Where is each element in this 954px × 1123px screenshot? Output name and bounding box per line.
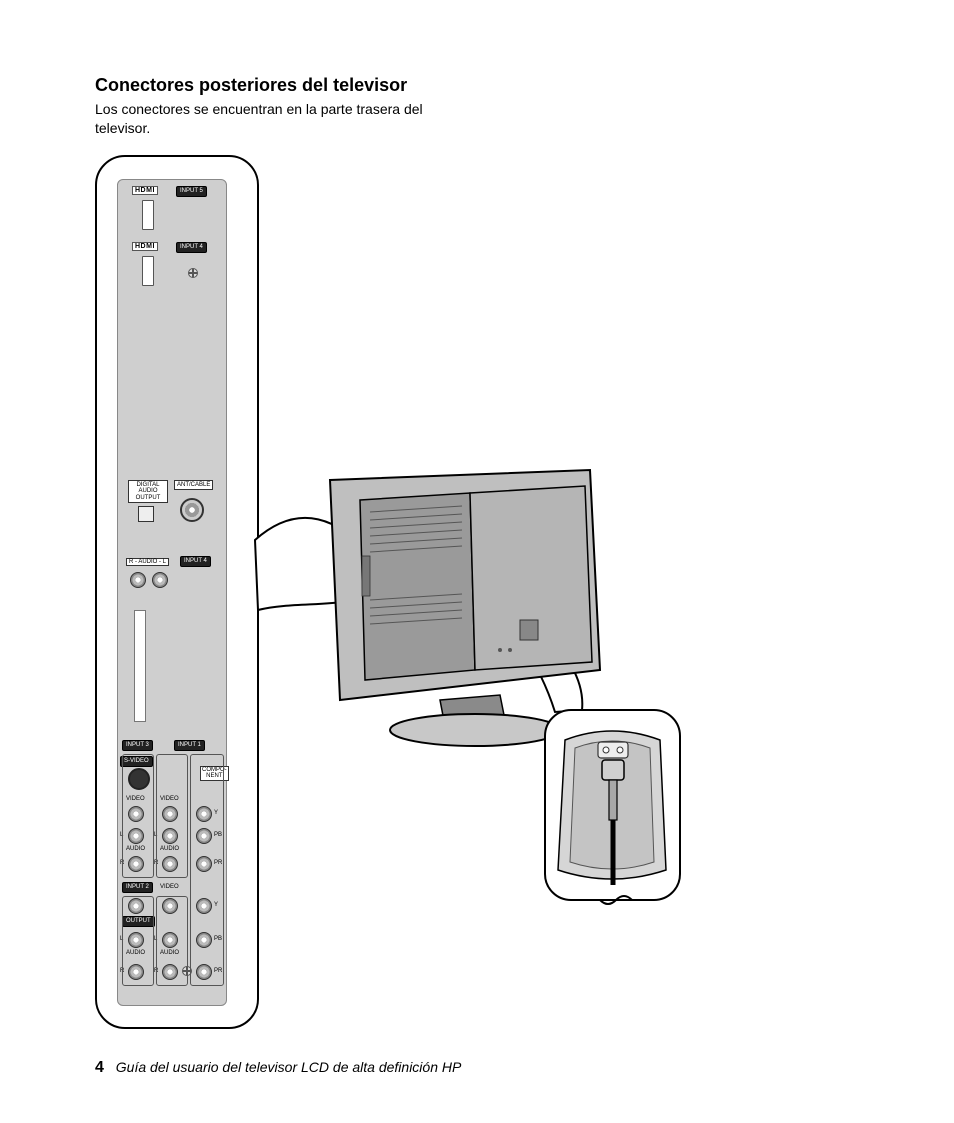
label-input-5: INPUT 5 [176, 186, 207, 197]
section-heading: Conectores posteriores del televisor [95, 75, 407, 96]
page-number: 4 [95, 1059, 104, 1076]
label-input-1: INPUT 1 [174, 740, 205, 751]
rear-connectors-panel: HDMI INPUT 5 HDMI INPUT 4 DIGITAL AUDIO … [117, 179, 227, 1006]
tv-rear-illustration [330, 470, 600, 746]
rear-connectors-callout: HDMI INPUT 5 HDMI INPUT 4 DIGITAL AUDIO … [95, 155, 259, 1029]
rca-input4-audio-l [152, 572, 168, 588]
group-output [156, 896, 188, 986]
group-input-3 [122, 754, 154, 878]
group-input-1 [156, 754, 188, 878]
manual-page: Conectores posteriores del televisor Los… [0, 0, 954, 1123]
label-input-2: INPUT 2 [122, 882, 153, 893]
footer-title: Guía del usuario del televisor LCD de al… [116, 1059, 462, 1075]
panel-screw-1 [188, 268, 198, 278]
power-connector-inset [545, 710, 680, 904]
coax-antenna-port [180, 498, 204, 522]
label-input-4-audio: INPUT 4 [180, 556, 211, 567]
intro-line-1: Los conectores se encuentran en la parte… [95, 101, 423, 117]
hdmi-port-4 [142, 256, 154, 286]
group-component [190, 754, 224, 986]
label-input-3: INPUT 3 [122, 740, 153, 751]
hdmi-logo-4: HDMI [132, 242, 158, 251]
hdmi-port-5 [142, 200, 154, 230]
label-ant-cable: ANT/CABLE [174, 480, 213, 490]
page-footer: 4 Guía del usuario del televisor LCD de … [95, 1059, 461, 1077]
rca-input4-audio-r [130, 572, 146, 588]
card-slot [134, 610, 146, 722]
optical-audio-port [138, 506, 154, 522]
label-input-4: INPUT 4 [176, 242, 207, 253]
group-input-2 [122, 896, 154, 986]
section-intro: Los conectores se encuentran en la parte… [95, 100, 455, 138]
hdmi-logo-5: HDMI [132, 186, 158, 195]
intro-line-2: televisor. [95, 120, 150, 136]
label-r-audio-l: R - AUDIO - L [126, 558, 169, 566]
label-digital-audio-output: DIGITAL AUDIO OUTPUT [128, 480, 168, 503]
label-video-col-3: VIDEO [160, 884, 179, 890]
